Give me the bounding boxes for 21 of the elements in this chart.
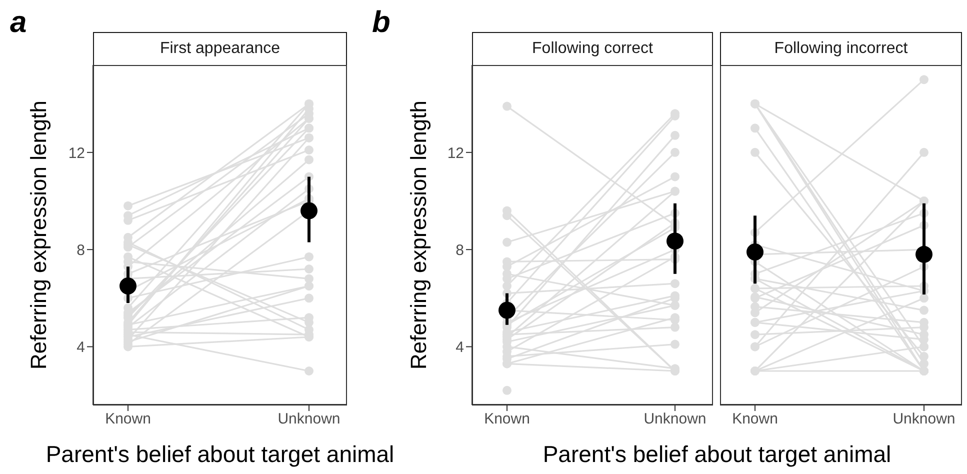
y-tick-label: 8	[456, 242, 464, 259]
text: a	[10, 6, 27, 40]
y-axis-title: Referring expression length	[26, 99, 52, 372]
y-axis-title: Referring expression length	[406, 99, 432, 372]
x-axis-title: Parent's belief about target animal	[542, 441, 892, 467]
y-tick-label: 8	[76, 242, 85, 259]
x-tick-label: Known	[732, 410, 778, 428]
x-tick-label: Known	[484, 410, 530, 428]
y-tick-label: 4	[76, 339, 85, 356]
y-tick-label: 12	[447, 144, 464, 162]
x-tick-label: Unknown	[644, 410, 706, 428]
chart-title: Following incorrect	[720, 32, 962, 65]
x-tick-label: Unknown	[278, 410, 340, 428]
text: b	[372, 6, 390, 40]
y-tick-label: 4	[456, 339, 464, 356]
y-tick-label: 12	[68, 144, 85, 162]
chart-title: Following correct	[472, 32, 713, 65]
x-axis-title: Parent's belief about target animal	[44, 441, 396, 468]
x-tick-label: Unknown	[892, 410, 956, 428]
chart-title: First appearance	[93, 32, 347, 65]
x-tick-label: Known	[105, 410, 151, 428]
